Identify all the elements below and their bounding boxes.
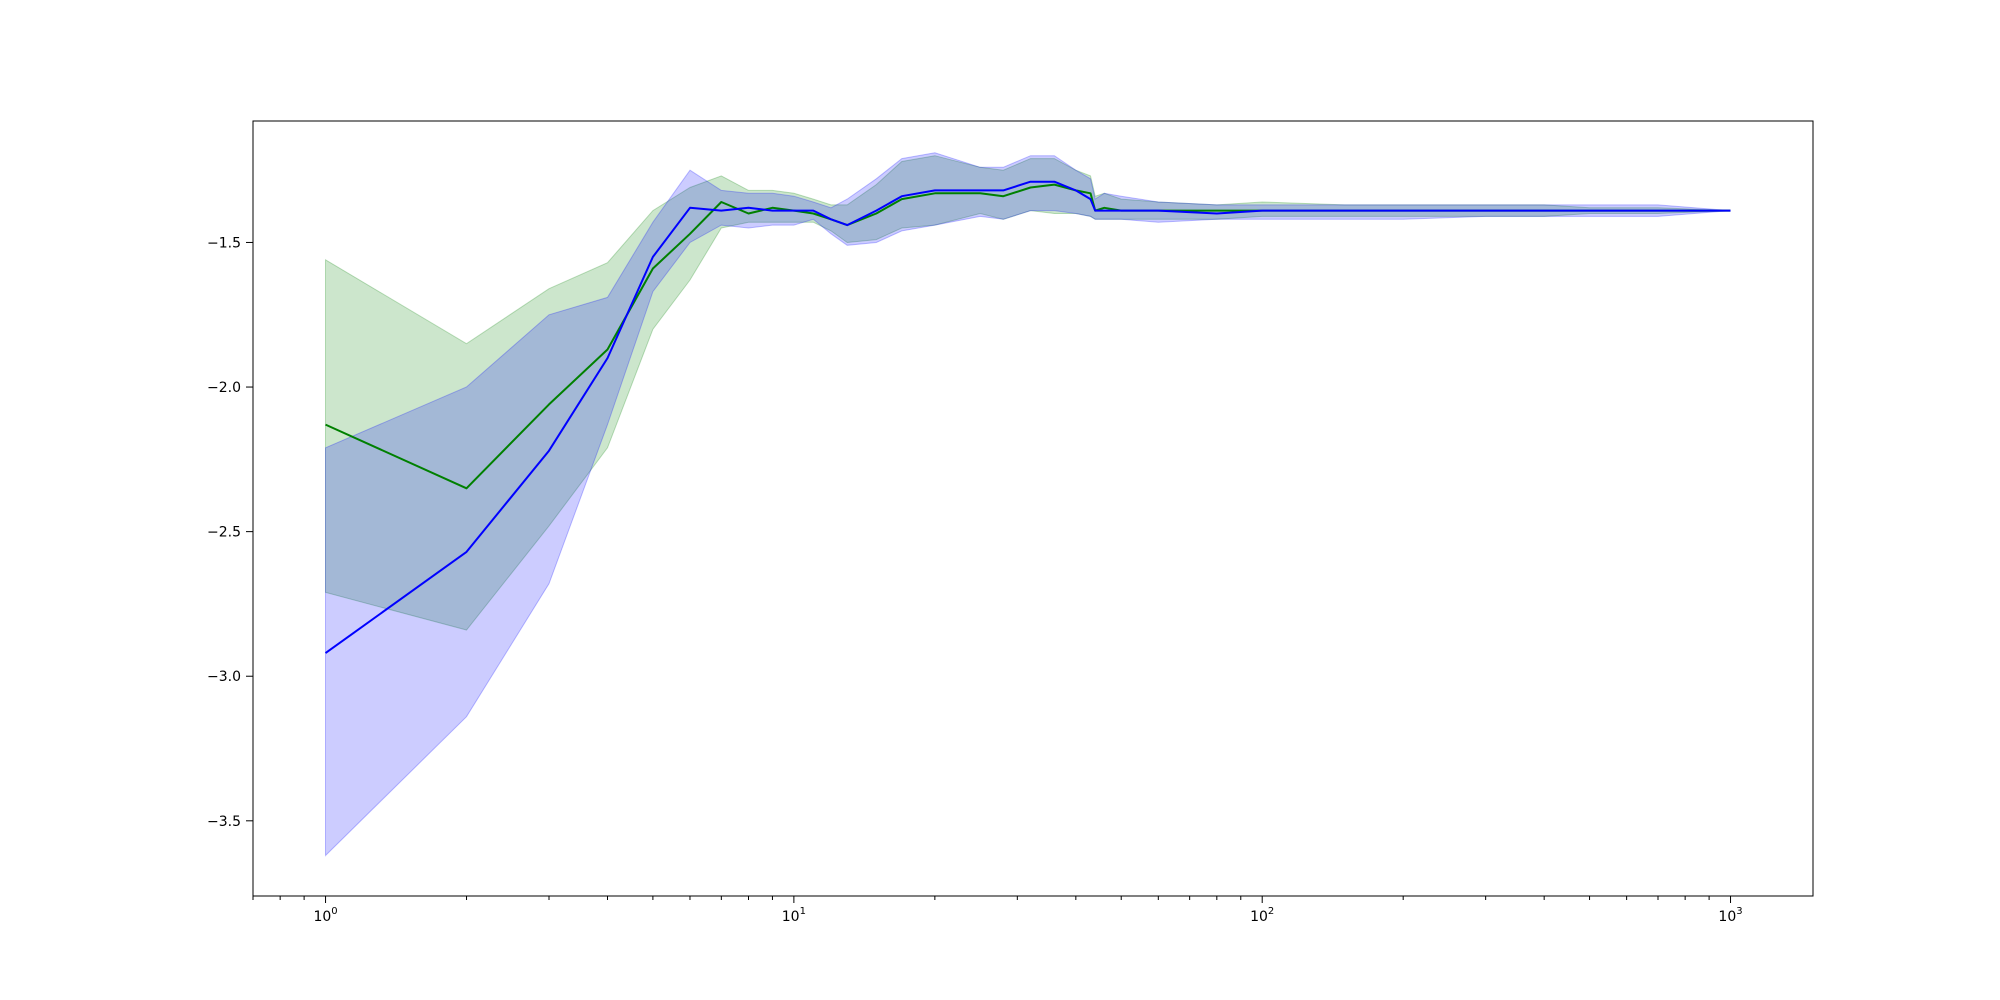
series-2-line	[324, 180, 1731, 654]
x-tick-label: 103	[1718, 906, 1742, 925]
y-tick-label: −2.5	[207, 525, 241, 541]
x-tick-label: 102	[1250, 906, 1274, 925]
x-tick-label: 100	[313, 906, 337, 925]
x-axis: 100 101 102 103	[252, 896, 1743, 925]
lines-layer	[324, 180, 1731, 654]
y-tick-label: −1.5	[207, 235, 241, 251]
y-tick-label: −3.0	[207, 669, 241, 685]
x-tick-label: 101	[782, 906, 806, 925]
y-axis: −1.5 −2.0 −2.5 −3.0 −3.5	[207, 235, 253, 830]
series-1-band	[325, 155, 1731, 631]
y-tick-label: −2.0	[207, 380, 241, 396]
plot-frame	[252, 120, 1814, 897]
bands-layer	[325, 152, 1731, 857]
series-2-band	[325, 152, 1731, 857]
y-tick-label: −3.5	[207, 814, 241, 830]
